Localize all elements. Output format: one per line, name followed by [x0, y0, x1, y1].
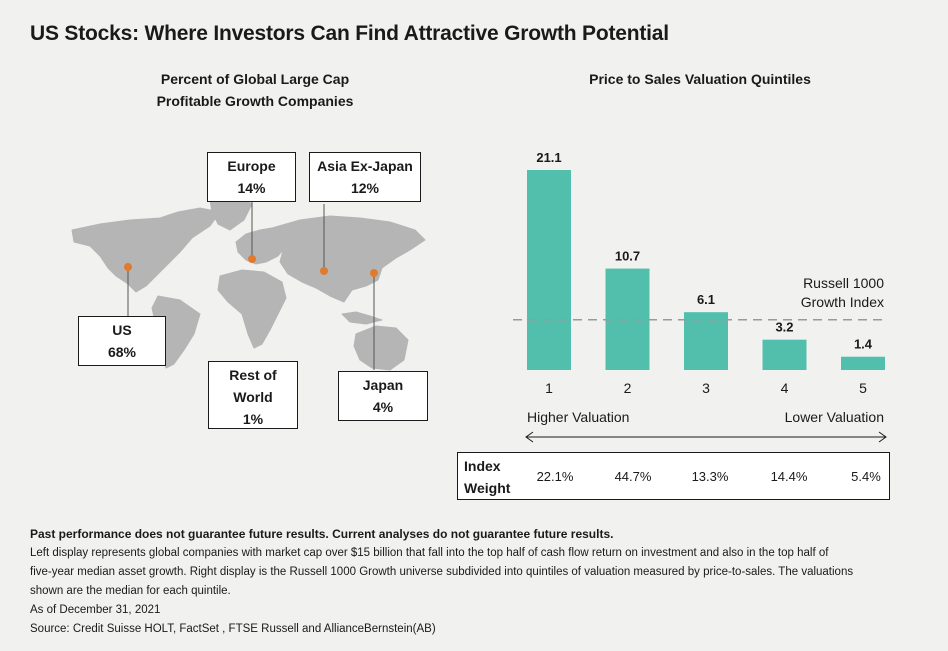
us-marker [124, 263, 132, 271]
bar-value-label-3: 6.1 [697, 292, 715, 307]
disclaimer: Past performance does not guarantee futu… [30, 527, 614, 541]
north-america-shape [71, 207, 221, 293]
bar-quintile-2 [605, 268, 650, 370]
x-tick-label-1: 1 [545, 380, 553, 396]
callout-europe-value: 14% [237, 180, 266, 196]
x-tick-label-3: 3 [702, 380, 710, 396]
index-weight-5: 5.4% [851, 469, 881, 484]
footer-source: Source: Credit Suisse HOLT, FactSet , FT… [30, 623, 436, 635]
callout-asia-ex-japan: Asia Ex-Japan 12% [309, 152, 421, 202]
index-weight-label-2: Weight [464, 480, 511, 496]
map-title: Percent of Global Large Cap Profitable G… [100, 68, 410, 112]
bar-quintile-5 [841, 356, 885, 370]
callout-asia-value: 12% [350, 180, 380, 196]
callout-japan: Japan 4% [338, 371, 428, 421]
callout-japan-value: 4% [372, 399, 394, 415]
asia-marker [320, 267, 328, 275]
valuation-arrow [525, 431, 887, 443]
index-weight-table: Index Weight 22.1% 44.7% 13.3% 14.4% 5.4… [457, 452, 890, 500]
lower-valuation-label: Lower Valuation [785, 409, 884, 425]
map-title-line-2: Profitable Growth Companies [156, 93, 354, 109]
europe-shape [235, 227, 287, 265]
footer-line-1: Left display represents global companies… [30, 547, 829, 559]
bar-quintile-3 [684, 312, 728, 370]
reference-label-line-1: Russell 1000 [803, 275, 884, 291]
index-weight-3: 13.3% [691, 469, 729, 484]
australia-shape [353, 325, 409, 371]
bar-quintile-4 [762, 339, 807, 370]
index-weight-label-1: Index [464, 458, 501, 474]
footer-date: As of December 31, 2021 [30, 604, 161, 616]
footer-line-3: shown are the median for each quintile. [30, 585, 231, 597]
bar-quintile-1 [527, 170, 571, 370]
callout-rest-of-world: Rest of World 1% [208, 361, 298, 429]
page-title: US Stocks: Where Investors Can Find Attr… [30, 22, 669, 45]
callout-europe: Europe 14% [207, 152, 296, 202]
index-weight-2: 44.7% [614, 469, 652, 484]
reference-label-line-2: Growth Index [801, 294, 884, 310]
africa-shape [217, 269, 287, 349]
footer-line-2: five-year median asset growth. Right dis… [30, 566, 854, 578]
map-title-line-1: Percent of Global Large Cap [160, 71, 350, 87]
callout-us: US 68% [78, 316, 166, 366]
callout-us-value: 68% [107, 344, 137, 360]
bar-value-label-1: 21.1 [536, 150, 561, 165]
footer-notes: Past performance does not guarantee futu… [30, 525, 920, 639]
x-tick-label-2: 2 [624, 380, 632, 396]
x-tick-label-4: 4 [781, 380, 789, 396]
asia-shape [271, 215, 426, 303]
callout-row-value: 1% [242, 411, 264, 427]
japan-marker [370, 269, 378, 277]
indonesia-shape [341, 311, 383, 325]
chart-title: Price to Sales Valuation Quintiles [589, 71, 811, 87]
europe-marker [248, 255, 256, 263]
callout-japan-name: Japan [362, 377, 404, 393]
index-weight-1: 22.1% [536, 469, 574, 484]
callout-row-name-1: Rest of [229, 367, 277, 383]
callout-europe-name: Europe [227, 158, 276, 174]
x-tick-label-5: 5 [859, 380, 867, 396]
bar-value-label-4: 3.2 [775, 320, 793, 335]
callout-row-name-2: World [233, 389, 273, 405]
callout-us-name: US [112, 322, 132, 338]
bar-value-label-2: 10.7 [615, 249, 640, 264]
bar-value-label-5: 1.4 [854, 337, 873, 352]
callout-asia-name: Asia Ex-Japan [317, 158, 413, 174]
higher-valuation-label: Higher Valuation [527, 409, 629, 425]
index-weight-4: 14.4% [770, 469, 808, 484]
